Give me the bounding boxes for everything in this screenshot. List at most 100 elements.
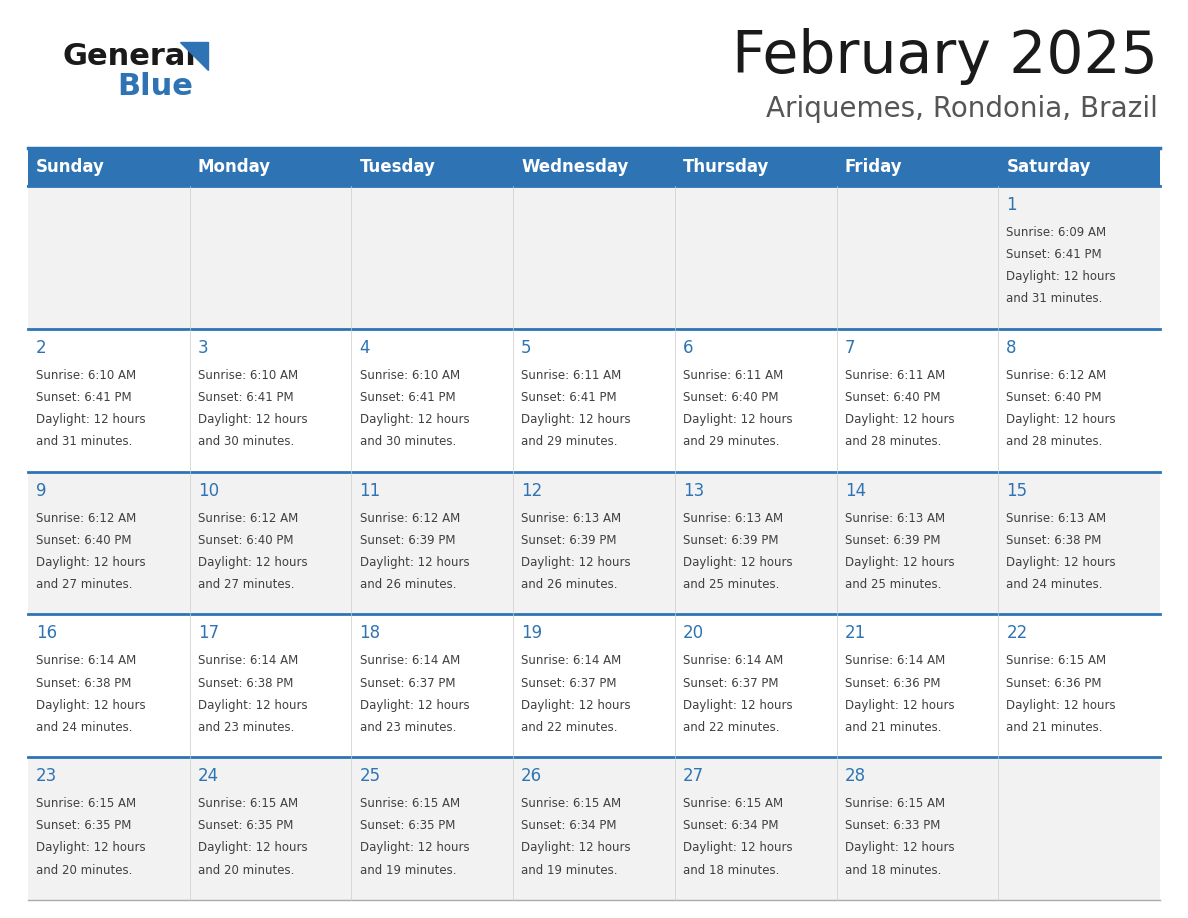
Text: 8: 8 — [1006, 339, 1017, 357]
Text: Sunrise: 6:12 AM: Sunrise: 6:12 AM — [197, 511, 298, 524]
Text: Sunset: 6:37 PM: Sunset: 6:37 PM — [360, 677, 455, 689]
Text: Sunrise: 6:14 AM: Sunrise: 6:14 AM — [36, 655, 137, 667]
Text: 24: 24 — [197, 767, 219, 785]
Text: Sunset: 6:37 PM: Sunset: 6:37 PM — [522, 677, 617, 689]
Bar — [29, 329, 1159, 472]
Text: Sunrise: 6:11 AM: Sunrise: 6:11 AM — [683, 369, 783, 382]
Text: Daylight: 12 hours: Daylight: 12 hours — [360, 842, 469, 855]
Text: Sunset: 6:39 PM: Sunset: 6:39 PM — [683, 533, 778, 547]
Text: 12: 12 — [522, 482, 543, 499]
Text: and 28 minutes.: and 28 minutes. — [1006, 435, 1102, 448]
Text: and 21 minutes.: and 21 minutes. — [1006, 721, 1102, 733]
Text: Daylight: 12 hours: Daylight: 12 hours — [197, 413, 308, 426]
Text: and 19 minutes.: and 19 minutes. — [360, 864, 456, 877]
Text: Sunset: 6:33 PM: Sunset: 6:33 PM — [845, 820, 940, 833]
Text: Daylight: 12 hours: Daylight: 12 hours — [360, 699, 469, 711]
Text: and 18 minutes.: and 18 minutes. — [683, 864, 779, 877]
Text: and 31 minutes.: and 31 minutes. — [1006, 293, 1102, 306]
Text: Daylight: 12 hours: Daylight: 12 hours — [36, 556, 146, 569]
Text: Sunrise: 6:09 AM: Sunrise: 6:09 AM — [1006, 226, 1106, 239]
Text: Sunset: 6:39 PM: Sunset: 6:39 PM — [845, 533, 940, 547]
Text: Sunrise: 6:14 AM: Sunrise: 6:14 AM — [845, 655, 944, 667]
Text: 1: 1 — [1006, 196, 1017, 214]
Text: Sunset: 6:38 PM: Sunset: 6:38 PM — [36, 677, 132, 689]
Text: Sunrise: 6:10 AM: Sunrise: 6:10 AM — [197, 369, 298, 382]
Text: 17: 17 — [197, 624, 219, 643]
Text: 21: 21 — [845, 624, 866, 643]
Text: Daylight: 12 hours: Daylight: 12 hours — [845, 842, 954, 855]
Text: and 21 minutes.: and 21 minutes. — [845, 721, 941, 733]
Text: Daylight: 12 hours: Daylight: 12 hours — [683, 842, 792, 855]
Text: and 30 minutes.: and 30 minutes. — [197, 435, 295, 448]
Text: Sunset: 6:41 PM: Sunset: 6:41 PM — [36, 391, 132, 404]
Text: 13: 13 — [683, 482, 704, 499]
Text: 19: 19 — [522, 624, 543, 643]
Text: Sunrise: 6:13 AM: Sunrise: 6:13 AM — [845, 511, 944, 524]
Text: 5: 5 — [522, 339, 532, 357]
Text: and 20 minutes.: and 20 minutes. — [36, 864, 132, 877]
Text: and 23 minutes.: and 23 minutes. — [197, 721, 295, 733]
Text: Wednesday: Wednesday — [522, 158, 628, 176]
Text: and 24 minutes.: and 24 minutes. — [1006, 578, 1102, 591]
Text: 9: 9 — [36, 482, 46, 499]
Text: and 18 minutes.: and 18 minutes. — [845, 864, 941, 877]
Text: Daylight: 12 hours: Daylight: 12 hours — [1006, 413, 1116, 426]
Text: 7: 7 — [845, 339, 855, 357]
Text: Sunrise: 6:12 AM: Sunrise: 6:12 AM — [36, 511, 137, 524]
Text: Sunday: Sunday — [36, 158, 105, 176]
Text: Daylight: 12 hours: Daylight: 12 hours — [845, 699, 954, 711]
Text: Sunset: 6:34 PM: Sunset: 6:34 PM — [683, 820, 778, 833]
Text: and 19 minutes.: and 19 minutes. — [522, 864, 618, 877]
Text: Daylight: 12 hours: Daylight: 12 hours — [1006, 556, 1116, 569]
Text: Sunset: 6:40 PM: Sunset: 6:40 PM — [197, 533, 293, 547]
Text: and 22 minutes.: and 22 minutes. — [522, 721, 618, 733]
Text: Sunrise: 6:14 AM: Sunrise: 6:14 AM — [197, 655, 298, 667]
Text: Sunrise: 6:14 AM: Sunrise: 6:14 AM — [360, 655, 460, 667]
Text: Sunrise: 6:11 AM: Sunrise: 6:11 AM — [845, 369, 944, 382]
Text: 2: 2 — [36, 339, 46, 357]
Text: 28: 28 — [845, 767, 866, 785]
Text: Daylight: 12 hours: Daylight: 12 hours — [522, 699, 631, 711]
Text: Thursday: Thursday — [683, 158, 770, 176]
Text: and 25 minutes.: and 25 minutes. — [845, 578, 941, 591]
Text: Sunrise: 6:15 AM: Sunrise: 6:15 AM — [36, 797, 137, 811]
Text: Sunrise: 6:10 AM: Sunrise: 6:10 AM — [360, 369, 460, 382]
Text: Sunset: 6:39 PM: Sunset: 6:39 PM — [522, 533, 617, 547]
Text: Sunset: 6:40 PM: Sunset: 6:40 PM — [36, 533, 132, 547]
Text: and 31 minutes.: and 31 minutes. — [36, 435, 132, 448]
Bar — [29, 186, 1159, 329]
Text: Saturday: Saturday — [1006, 158, 1091, 176]
Text: Sunrise: 6:13 AM: Sunrise: 6:13 AM — [522, 511, 621, 524]
Text: Sunrise: 6:12 AM: Sunrise: 6:12 AM — [1006, 369, 1106, 382]
Text: Daylight: 12 hours: Daylight: 12 hours — [522, 842, 631, 855]
Text: 22: 22 — [1006, 624, 1028, 643]
Text: Daylight: 12 hours: Daylight: 12 hours — [36, 842, 146, 855]
Text: Sunrise: 6:12 AM: Sunrise: 6:12 AM — [360, 511, 460, 524]
Text: Sunset: 6:40 PM: Sunset: 6:40 PM — [845, 391, 940, 404]
Text: Sunset: 6:41 PM: Sunset: 6:41 PM — [522, 391, 617, 404]
Text: Sunset: 6:40 PM: Sunset: 6:40 PM — [1006, 391, 1102, 404]
Text: Daylight: 12 hours: Daylight: 12 hours — [197, 842, 308, 855]
Text: and 29 minutes.: and 29 minutes. — [522, 435, 618, 448]
Text: Sunset: 6:38 PM: Sunset: 6:38 PM — [1006, 533, 1101, 547]
Text: 14: 14 — [845, 482, 866, 499]
Text: Sunrise: 6:15 AM: Sunrise: 6:15 AM — [197, 797, 298, 811]
Text: Daylight: 12 hours: Daylight: 12 hours — [683, 699, 792, 711]
Text: Sunrise: 6:15 AM: Sunrise: 6:15 AM — [1006, 655, 1106, 667]
Bar — [29, 472, 1159, 614]
Text: and 30 minutes.: and 30 minutes. — [360, 435, 456, 448]
Text: 4: 4 — [360, 339, 369, 357]
Text: Friday: Friday — [845, 158, 902, 176]
Text: and 29 minutes.: and 29 minutes. — [683, 435, 779, 448]
Text: Daylight: 12 hours: Daylight: 12 hours — [360, 556, 469, 569]
Text: Daylight: 12 hours: Daylight: 12 hours — [845, 413, 954, 426]
Text: Daylight: 12 hours: Daylight: 12 hours — [683, 556, 792, 569]
Text: Daylight: 12 hours: Daylight: 12 hours — [197, 556, 308, 569]
Text: General: General — [62, 42, 196, 71]
Text: Sunset: 6:41 PM: Sunset: 6:41 PM — [360, 391, 455, 404]
Text: Sunset: 6:41 PM: Sunset: 6:41 PM — [197, 391, 293, 404]
Text: 15: 15 — [1006, 482, 1028, 499]
Text: 23: 23 — [36, 767, 57, 785]
Text: Daylight: 12 hours: Daylight: 12 hours — [36, 413, 146, 426]
Text: Sunset: 6:35 PM: Sunset: 6:35 PM — [36, 820, 132, 833]
